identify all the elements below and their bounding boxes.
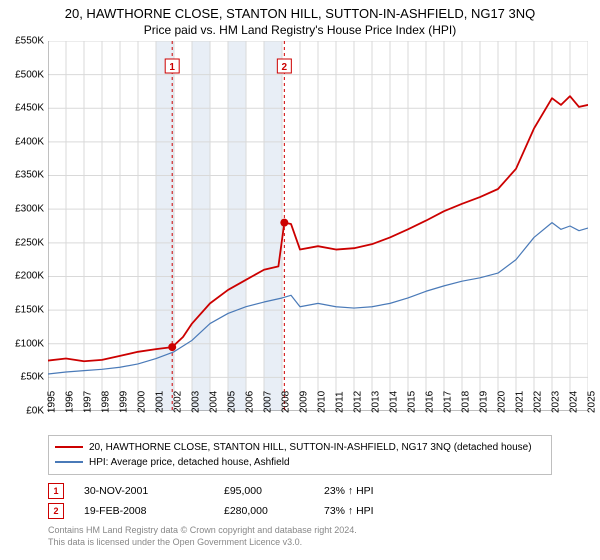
legend-row: 20, HAWTHORNE CLOSE, STANTON HILL, SUTTO… [55,440,545,455]
x-axis-label: 1998 [101,391,112,413]
marker-date: 19-FEB-2008 [84,505,204,517]
x-axis-label: 2009 [299,391,310,413]
marker-hpi: 23% ↑ HPI [324,485,374,497]
y-axis-label: £500K [0,69,44,80]
y-axis-label: £350K [0,170,44,181]
x-axis-label: 2025 [587,391,598,413]
x-axis-label: 2006 [245,391,256,413]
x-axis-label: 2017 [443,391,454,413]
x-axis-label: 2010 [317,391,328,413]
legend-swatch [55,461,83,463]
x-axis-label: 1999 [119,391,130,413]
line-chart: 12 [48,41,588,411]
chart-area: 12 £0K£50K£100K£150K£200K£250K£300K£350K… [48,41,588,411]
footer-line: This data is licensed under the Open Gov… [48,537,552,549]
y-axis-label: £550K [0,35,44,46]
marker-row: 1 30-NOV-2001 £95,000 23% ↑ HPI [48,481,552,501]
y-axis-label: £250K [0,237,44,248]
legend-label: 20, HAWTHORNE CLOSE, STANTON HILL, SUTTO… [89,440,532,455]
x-axis-label: 2016 [425,391,436,413]
x-axis-label: 1995 [47,391,58,413]
x-axis-label: 2004 [209,391,220,413]
y-axis-label: £150K [0,304,44,315]
svg-text:1: 1 [169,62,175,73]
x-axis-label: 2018 [461,391,472,413]
y-axis-label: £100K [0,338,44,349]
x-axis-label: 2014 [389,391,400,413]
x-axis-label: 2011 [335,391,346,413]
x-axis-label: 1997 [83,391,94,413]
x-axis-label: 2002 [173,391,184,413]
marker-number: 1 [48,483,64,499]
marker-price: £280,000 [224,505,304,517]
legend-label: HPI: Average price, detached house, Ashf… [89,455,290,470]
svg-text:2: 2 [282,62,288,73]
x-axis-label: 2001 [155,391,166,413]
marker-hpi: 73% ↑ HPI [324,505,374,517]
legend-row: HPI: Average price, detached house, Ashf… [55,455,545,470]
x-axis-label: 2023 [551,391,562,413]
marker-number: 2 [48,503,64,519]
x-axis-label: 2008 [281,391,292,413]
x-axis-label: 2022 [533,391,544,413]
y-axis-label: £400K [0,136,44,147]
x-axis-label: 2000 [137,391,148,413]
x-axis-label: 2013 [371,391,382,413]
x-axis-label: 2024 [569,391,580,413]
y-axis-label: £200K [0,271,44,282]
marker-row: 2 19-FEB-2008 £280,000 73% ↑ HPI [48,501,552,521]
x-axis-label: 2007 [263,391,274,413]
x-axis-label: 2020 [497,391,508,413]
y-axis-label: £450K [0,103,44,114]
y-axis-label: £50K [0,372,44,383]
marker-date: 30-NOV-2001 [84,485,204,497]
x-axis-label: 2021 [515,391,526,413]
legend: 20, HAWTHORNE CLOSE, STANTON HILL, SUTTO… [48,435,552,475]
legend-swatch [55,446,83,448]
x-axis-label: 2003 [191,391,202,413]
footer: Contains HM Land Registry data © Crown c… [48,525,552,548]
marker-price: £95,000 [224,485,304,497]
y-axis-label: £0K [0,405,44,416]
x-axis-label: 2012 [353,391,364,413]
x-axis-label: 2005 [227,391,238,413]
chart-subtitle: Price paid vs. HM Land Registry's House … [0,23,600,41]
y-axis-label: £300K [0,204,44,215]
x-axis-label: 1996 [65,391,76,413]
x-axis-label: 2019 [479,391,490,413]
footer-line: Contains HM Land Registry data © Crown c… [48,525,552,537]
chart-title: 20, HAWTHORNE CLOSE, STANTON HILL, SUTTO… [0,0,600,23]
x-axis-label: 2015 [407,391,418,413]
marker-table: 1 30-NOV-2001 £95,000 23% ↑ HPI 2 19-FEB-2008… [48,481,552,521]
